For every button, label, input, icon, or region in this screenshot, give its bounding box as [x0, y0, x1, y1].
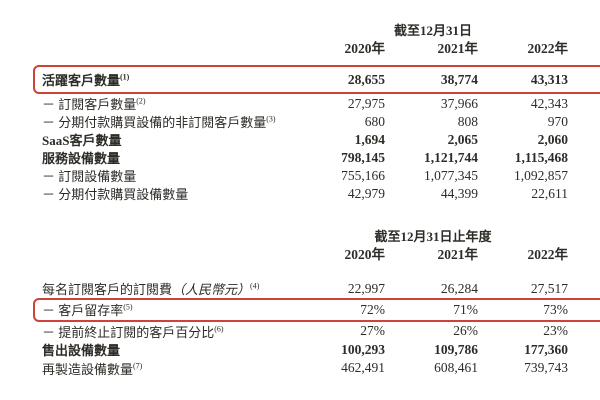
table1-period-header-row: 截至12月31日 — [42, 20, 600, 38]
table2-year-header-row: 2020年 2021年 2022年 — [42, 243, 600, 262]
value-2020: 42,979 — [347, 185, 385, 201]
value-2021: 44,399 — [440, 185, 478, 201]
footnote-marker: (4) — [250, 281, 260, 291]
period-header: 截至12月31日 — [393, 23, 472, 38]
year-header: 2021年 — [437, 41, 479, 56]
footnote-marker: (1) — [120, 72, 130, 82]
row-label: 再製造設備數量(7) — [42, 361, 143, 377]
row-label: － 訂閱客戶數量(2) — [42, 96, 146, 112]
value-2021: 37,966 — [440, 95, 478, 111]
value-2020: 27% — [360, 323, 385, 338]
table-row-early-termination-percentage: － 提前終止訂閱的客戶百分比(6) 27% 26% 23% — [42, 322, 600, 341]
value-2021: 26% — [453, 323, 478, 338]
value-2020: 462,491 — [341, 360, 385, 375]
table-row-installment-purchased-devices: － 分期付款購買設備數量 42,979 44,399 22,611 — [42, 184, 600, 203]
value-2020: 680 — [364, 113, 385, 129]
value-2020: 72% — [360, 301, 385, 317]
value-2020: 100,293 — [341, 341, 385, 357]
row-label: － 訂閱設備數量 — [42, 169, 137, 184]
row-label: － 提前終止訂閱的客戶百分比(6) — [42, 324, 224, 340]
table-row-serviced-devices: 服務設備數量 798,145 1,121,744 1,115,468 — [42, 148, 600, 167]
value-2021: 71% — [453, 301, 478, 317]
value-2022: 43,313 — [530, 71, 568, 87]
value-2021: 1,121,744 — [424, 149, 478, 165]
value-2021: 109,786 — [434, 341, 478, 357]
value-2022: 23% — [543, 323, 568, 338]
value-2020: 22,997 — [347, 280, 385, 296]
currency-unit: （人民幣元） — [172, 282, 251, 297]
row-label: － 分期付款購買設備的非訂閱客戶數量(3) — [42, 114, 276, 130]
row-label: － 客戶留存率(5) — [42, 302, 133, 318]
value-2021: 26,284 — [440, 280, 478, 296]
value-2020: 755,166 — [341, 167, 385, 183]
value-2022: 177,360 — [524, 341, 568, 357]
table-row-devices-sold: 售出設備數量 100,293 109,786 177,360 — [42, 340, 600, 359]
value-2022: 22,611 — [531, 185, 568, 201]
value-2022: 739,743 — [524, 360, 568, 375]
table-row-active-customers: 活躍客戶數量(1) 28,655 38,774 43,313 — [33, 65, 600, 94]
footnote-marker: (6) — [214, 324, 224, 334]
period-header: 截至12月31日止年度 — [374, 229, 492, 244]
year-header: 2022年 — [527, 41, 569, 56]
value-2021: 608,461 — [434, 360, 478, 375]
value-2021: 808 — [457, 113, 478, 129]
value-2021: 2,065 — [447, 131, 478, 147]
value-2022: 42,343 — [530, 95, 568, 111]
footnote-marker: (2) — [136, 96, 146, 106]
value-2020: 1,694 — [354, 131, 385, 147]
value-2020: 798,145 — [341, 149, 385, 165]
operating-metrics-table: 截至12月31日 2020年 2021年 2022年 活躍客戶數量(1) 28,… — [33, 20, 600, 203]
table-row-customer-retention-rate: － 客戶留存率(5) 72% 71% 73% — [33, 297, 600, 322]
value-2022: 27,517 — [530, 280, 568, 296]
value-2022: 1,115,468 — [514, 149, 568, 165]
value-2020: 27,975 — [347, 95, 385, 111]
value-2022: 970 — [547, 113, 568, 129]
table-row-subscription-devices: － 訂閱設備數量 755,166 1,077,345 1,092,857 — [42, 166, 600, 185]
table-row-saas-customers: SaaS客戶數量 1,694 2,065 2,060 — [42, 130, 600, 149]
table-row-subscription-fee-per-customer: 每名訂閱客戶的訂閱費（人民幣元）(4) 22,997 26,284 27,517 — [42, 279, 600, 298]
row-label: SaaS客戶數量 — [42, 133, 122, 148]
value-2020: 28,655 — [347, 71, 385, 87]
footnote-marker: (5) — [123, 302, 133, 312]
table-row-remanufactured-devices: 再製造設備數量(7) 462,491 608,461 739,743 — [42, 359, 600, 378]
row-label: 每名訂閱客戶的訂閱費（人民幣元）(4) — [42, 281, 260, 297]
year-header: 2020年 — [344, 247, 386, 262]
value-2022: 2,060 — [537, 131, 568, 147]
row-label: 售出設備數量 — [42, 343, 121, 358]
table2-period-header-row: 截至12月31日止年度 — [42, 226, 600, 244]
value-2022: 73% — [543, 301, 568, 317]
value-2021: 38,774 — [440, 71, 478, 87]
value-2022: 1,092,857 — [514, 167, 568, 183]
year-header: 2020年 — [344, 41, 386, 56]
table-row-installment-non-subscription-customers: － 分期付款購買設備的非訂閱客戶數量(3) 680 808 970 — [42, 112, 600, 131]
value-2021: 1,077,345 — [424, 167, 478, 183]
footnote-marker: (3) — [266, 114, 276, 124]
footnote-marker: (7) — [133, 361, 143, 371]
year-header: 2022年 — [527, 247, 569, 262]
row-label: － 分期付款購買設備數量 — [42, 187, 189, 202]
row-label: 活躍客戶數量(1) — [42, 72, 130, 88]
table-row-subscription-customers: － 訂閱客戶數量(2) 27,975 37,966 42,343 — [42, 94, 600, 113]
table1-year-header-row: 2020年 2021年 2022年 — [42, 37, 600, 56]
year-header: 2021年 — [437, 247, 479, 262]
subscription-metrics-table: 截至12月31日止年度 2020年 2021年 2022年 每名訂閱客戶的訂閱費… — [33, 226, 600, 378]
row-label: 服務設備數量 — [42, 151, 121, 166]
